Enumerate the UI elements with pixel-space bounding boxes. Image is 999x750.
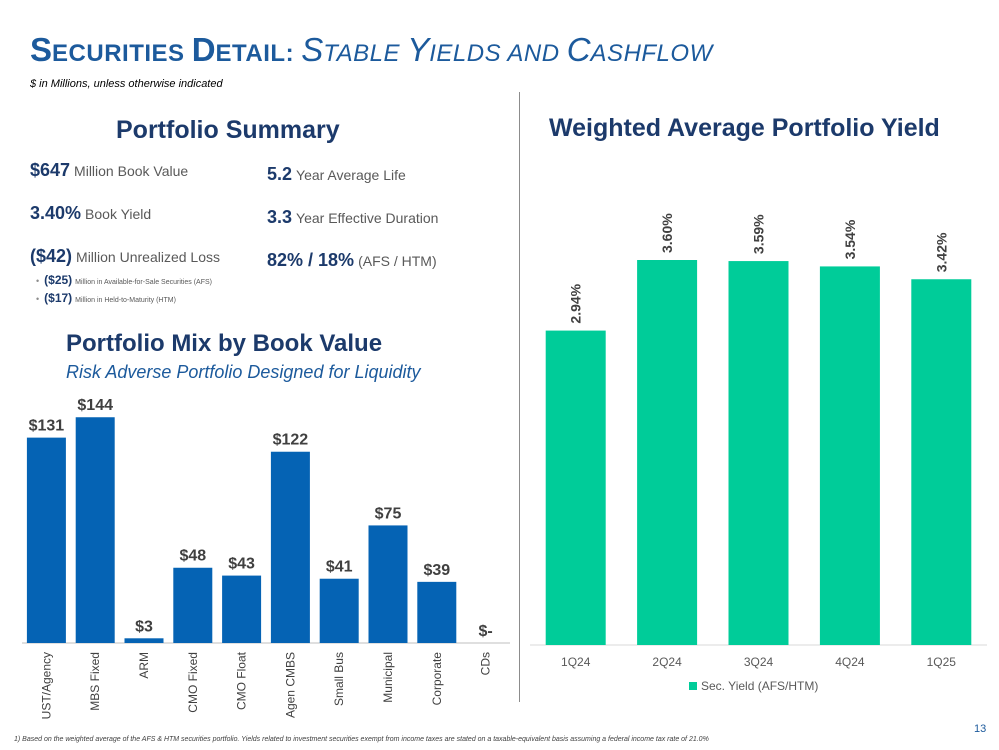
bullet-dot-icon: • [36, 294, 40, 304]
yield-data-label: 3.54% [842, 219, 858, 259]
mix-category-label: Municipal [381, 652, 395, 703]
mix-data-label: $39 [423, 562, 450, 579]
yield-category-label: 1Q25 [927, 655, 957, 669]
average-life-stat: 5.2 Year Average Life [267, 164, 406, 185]
average-life-label: Year Average Life [296, 167, 406, 183]
mix-category-label: CDs [479, 652, 493, 675]
unrealized-loss-breakdown: • ($25) Million in Available-for-Sale Secu… [36, 271, 212, 307]
yield-data-label: 3.42% [933, 232, 949, 272]
unrealized-loss-stat: ($42) Million Unrealized Loss [30, 246, 220, 267]
mix-bar [26, 437, 66, 643]
yield-chart-heading: Weighted Average Portfolio Yield [549, 114, 940, 142]
book-value-stat: $647 Million Book Value [30, 160, 188, 181]
mix-category-label: Small Bus [332, 652, 346, 706]
portfolio-mix-chart: $131 UST/Agency $144 MBS Fixed $3 ARM $48 CMO F… [22, 397, 510, 719]
mix-bar [124, 638, 164, 643]
afs-htm-split-number: 82% / 18% [267, 250, 355, 270]
mix-category-label: CMO Float [235, 651, 249, 710]
portfolio-mix-subheading: Risk Adverse Portfolio Designed for Liqu… [66, 362, 421, 382]
yield-bar [911, 279, 972, 645]
portfolio-summary-heading: Portfolio Summary [116, 116, 340, 144]
mix-bar [222, 575, 262, 643]
mix-category-label: UST/Agency [39, 652, 53, 719]
mix-bar [417, 581, 457, 643]
page-title: SECURITIES DETAIL: STABLE YIELDS AND CAS… [30, 31, 713, 68]
portfolio-mix-heading: Portfolio Mix by Book Value [66, 330, 383, 357]
mix-data-label: $75 [375, 505, 402, 522]
mix-category-label: Corporate [430, 652, 444, 706]
mix-data-label: $131 [29, 418, 65, 435]
book-value-label: Million Book Value [74, 163, 189, 179]
page-number: 13 [974, 723, 987, 735]
footnote: 1) Based on the weighted average of the … [14, 736, 709, 743]
bullet-htm: • ($17) Million in Held-to-Maturity (HTM) [36, 291, 176, 305]
book-yield-number: 3.40% [30, 203, 82, 223]
mix-bar [319, 578, 359, 643]
yield-data-label: 3.60% [659, 213, 675, 253]
yield-category-label: 3Q24 [744, 655, 774, 669]
yield-bar [819, 266, 880, 645]
mix-data-label: $144 [77, 397, 113, 414]
mix-bar [75, 417, 115, 643]
book-yield-label: Book Yield [85, 206, 152, 222]
average-life-number: 5.2 [267, 164, 293, 184]
section-divider [519, 92, 520, 702]
afs-htm-split-label: (AFS / HTM) [358, 253, 437, 269]
mix-category-label: Agen CMBS [283, 652, 297, 718]
afs-htm-split-stat: 82% / 18% (AFS / HTM) [267, 250, 437, 271]
mix-data-label: $48 [179, 548, 206, 565]
effective-duration-label: Year Effective Duration [296, 210, 439, 226]
yield-bar [728, 261, 789, 645]
bullet-afs: • ($25) Million in Available-for-Sale Secu… [36, 273, 212, 287]
mix-data-label: $43 [228, 556, 255, 573]
book-value-number: $647 [30, 160, 71, 180]
effective-duration-number: 3.3 [267, 207, 293, 227]
yield-data-label: 2.94% [568, 283, 584, 323]
mix-data-label: $122 [273, 432, 309, 449]
legend-swatch-icon [689, 682, 697, 690]
mix-data-label: $3 [135, 618, 153, 635]
mix-category-label: CMO Fixed [186, 652, 200, 713]
mix-data-label: $- [478, 623, 492, 640]
legend-label: Sec. Yield (AFS/HTM) [701, 679, 818, 693]
mix-bar [173, 567, 213, 643]
effective-duration-stat: 3.3 Year Effective Duration [267, 207, 438, 228]
yield-bar [637, 260, 698, 645]
yield-category-label: 2Q24 [652, 655, 682, 669]
mix-category-label: MBS Fixed [88, 652, 102, 711]
mix-category-label: ARM [137, 652, 151, 679]
units-subtitle: $ in Millions, unless otherwise indicate… [30, 78, 223, 90]
unrealized-loss-label: Million Unrealized Loss [76, 249, 220, 265]
unrealized-loss-number: ($42) [30, 246, 73, 266]
yield-category-label: 1Q24 [561, 655, 591, 669]
book-yield-stat: 3.40% Book Yield [30, 203, 151, 224]
yield-data-label: 3.59% [751, 214, 767, 254]
mix-bar [270, 451, 310, 643]
yield-category-label: 4Q24 [835, 655, 865, 669]
bullet-dot-icon: • [36, 276, 40, 286]
mix-data-label: $41 [326, 559, 353, 576]
mix-bar [368, 525, 408, 643]
yield-bar [545, 330, 606, 645]
